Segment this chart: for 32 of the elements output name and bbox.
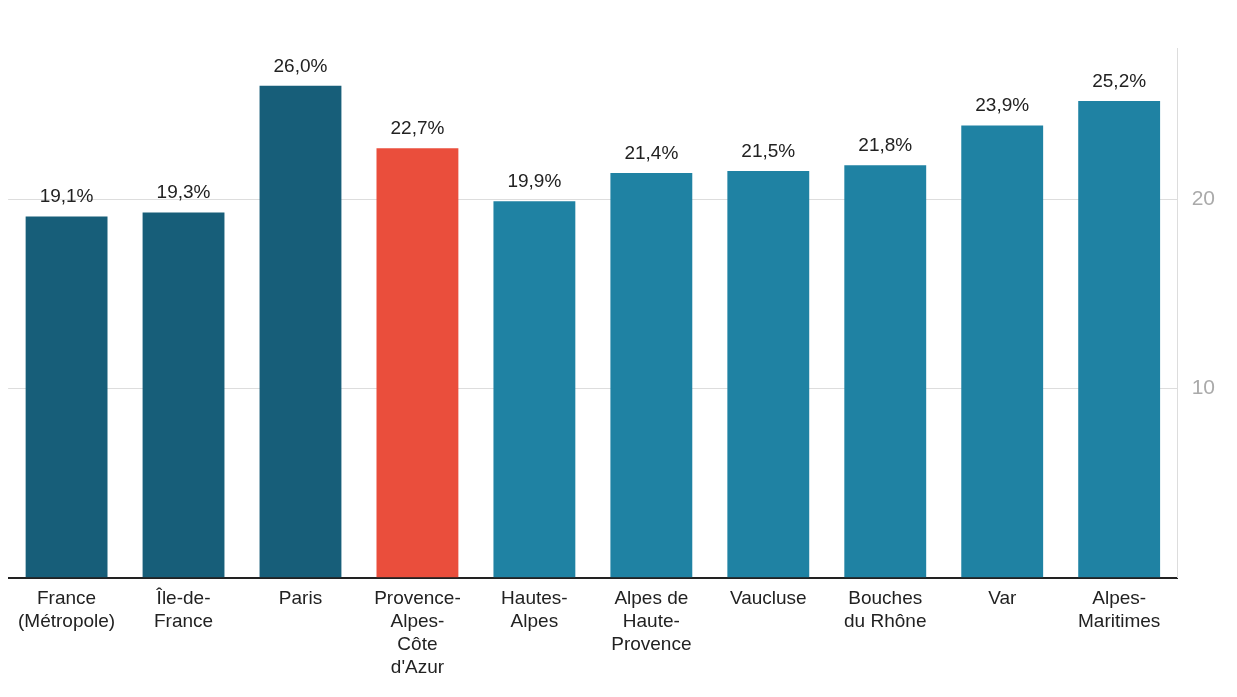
x-tick-label: Bouches du Rhône xyxy=(844,587,927,632)
data-label: 21,5% xyxy=(741,139,796,161)
bar xyxy=(727,170,810,578)
bar xyxy=(961,125,1044,578)
bar xyxy=(493,201,576,578)
x-tick-label: Provence-Alpes-Côte d'Azur xyxy=(374,587,461,677)
data-label: 19,9% xyxy=(507,170,562,191)
data-label: 21,4% xyxy=(624,141,679,163)
bar xyxy=(259,85,342,578)
data-label: 26,0% xyxy=(273,54,328,76)
y-tick-label: 10 xyxy=(1191,375,1215,399)
data-label: 25,2% xyxy=(1092,69,1147,91)
bar xyxy=(1078,100,1161,578)
x-tick-label: France (Métropole) xyxy=(17,587,116,632)
x-tick-label: Paris xyxy=(278,587,323,609)
data-label: 22,7% xyxy=(390,117,445,139)
x-tick-label: Alpes-Maritimes xyxy=(1077,587,1161,632)
x-tick-label: Hautes-Alpes xyxy=(501,587,568,632)
data-label: 19,3% xyxy=(156,181,211,203)
bar xyxy=(610,172,693,578)
data-label: 21,8% xyxy=(858,134,913,156)
bar xyxy=(142,212,225,578)
bar xyxy=(844,165,927,578)
x-tick-label: Alpes de Haute-Provence xyxy=(611,587,692,655)
bar xyxy=(25,216,108,578)
data-label: 19,1% xyxy=(39,185,94,207)
x-tick-label: Var xyxy=(988,587,1017,609)
y-tick-label: 20 xyxy=(1191,186,1215,210)
x-tick-label: Île-de-France xyxy=(153,587,214,632)
bar xyxy=(376,148,459,578)
data-label: 23,9% xyxy=(975,94,1030,116)
x-tick-label: Vaucluse xyxy=(729,587,807,609)
